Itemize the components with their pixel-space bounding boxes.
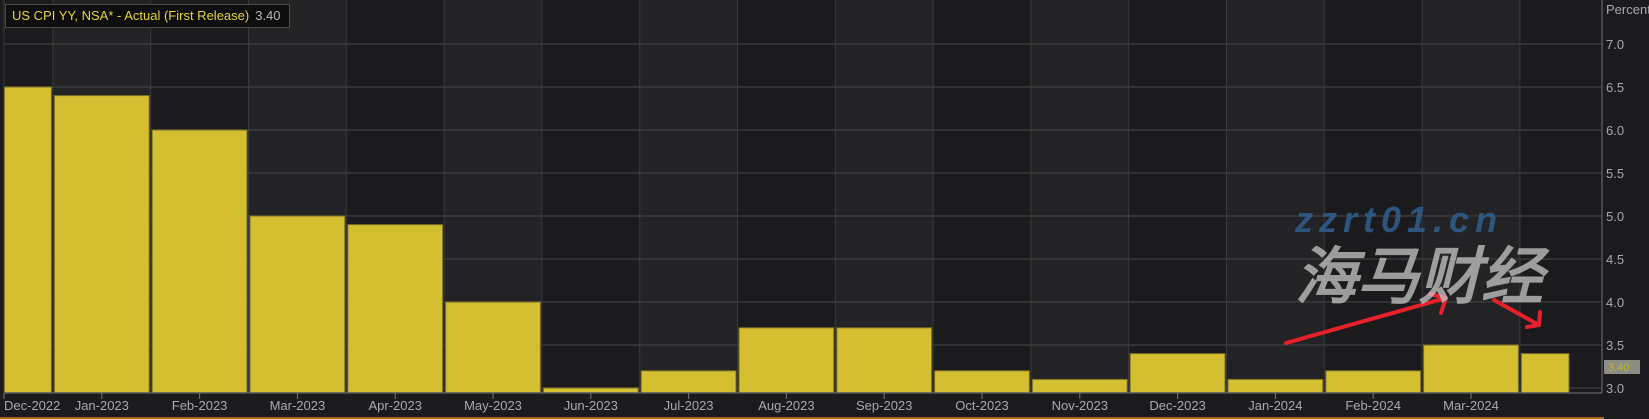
bar-feb-2023 (151, 129, 248, 394)
plot-column-band (541, 0, 640, 393)
x-tick-label: Dec-2022 (4, 398, 60, 413)
y-tick-label: 3.0 (1606, 381, 1624, 396)
bar-jul-2023 (640, 370, 737, 394)
plot-column-band (639, 0, 738, 393)
x-tick-label: Mar-2024 (1443, 398, 1499, 413)
y-tick-label: 6.0 (1606, 123, 1624, 138)
x-tick-label: Apr-2023 (368, 398, 421, 413)
y-tick-label: 4.0 (1606, 295, 1624, 310)
y-tick-label: 6.5 (1606, 80, 1624, 95)
watermark-url: zzrt01.cn (1294, 199, 1503, 240)
y-tick-label: 3.5 (1606, 338, 1624, 353)
plot-column-band (1324, 0, 1423, 393)
bar-may-2023 (445, 301, 541, 394)
bar-feb-2024 (1325, 370, 1422, 394)
bar-apr-2023 (347, 224, 444, 394)
bar-nov-2023 (1031, 378, 1128, 394)
annotation-arrow-line (1492, 298, 1541, 327)
bar-mar-2024 (1423, 344, 1519, 394)
bar-dec-2023 (1129, 353, 1226, 394)
plot-column-band (933, 0, 1031, 393)
bar-dec-2022 (3, 86, 52, 394)
y-axis-title: Percent (1606, 2, 1649, 17)
last-value-marker-bg (1604, 360, 1640, 374)
bar-sep-2023 (836, 327, 933, 394)
bar-mar-2023 (249, 215, 346, 394)
y-tick-label: 7.0 (1606, 37, 1624, 52)
bar-jan-2023 (53, 95, 150, 394)
x-tick-label: Dec-2023 (1149, 398, 1205, 413)
series-legend: US CPI YY, NSA* - Actual (First Release)… (5, 4, 290, 28)
bar-jan-2024 (1227, 378, 1324, 394)
y-tick-label: 4.5 (1606, 252, 1624, 267)
x-tick-label: Feb-2024 (1345, 398, 1401, 413)
plot-column-band (1422, 0, 1520, 393)
plot-column-band (1519, 0, 1602, 393)
bar-apr-2024 (1520, 353, 1570, 394)
annotation-arrow-line (1284, 296, 1448, 345)
plot-column-band (1128, 0, 1227, 393)
annotation-arrow-head (1428, 292, 1448, 315)
last-value-marker: 3.40 (1608, 362, 1629, 374)
x-tick-label: Aug-2023 (758, 398, 814, 413)
x-tick-label: Feb-2023 (172, 398, 228, 413)
legend-last-value: 3.40 (255, 8, 281, 23)
y-tick-label: 5.5 (1606, 166, 1624, 181)
plot-column-band (1030, 0, 1129, 393)
x-tick-label: Sep-2023 (856, 398, 912, 413)
y-tick-label: 5.0 (1606, 209, 1624, 224)
x-tick-label: Jun-2023 (564, 398, 618, 413)
x-tick-label: May-2023 (464, 398, 522, 413)
bar-oct-2023 (934, 370, 1030, 394)
x-tick-label: Jan-2024 (1248, 398, 1302, 413)
x-tick-label: Jan-2023 (75, 398, 129, 413)
x-tick-label: Oct-2023 (955, 398, 1008, 413)
x-tick-label: Nov-2023 (1052, 398, 1108, 413)
watermark-logo: 海马财经 (1295, 243, 1550, 312)
annotation-arrow-head (1525, 310, 1542, 329)
plot-column-band (1226, 0, 1325, 393)
x-tick-label: Jul-2023 (664, 398, 714, 413)
bar-aug-2023 (738, 327, 835, 394)
x-tick-label: Mar-2023 (270, 398, 326, 413)
legend-series-name: US CPI YY, NSA* - Actual (First Release) (12, 8, 250, 23)
